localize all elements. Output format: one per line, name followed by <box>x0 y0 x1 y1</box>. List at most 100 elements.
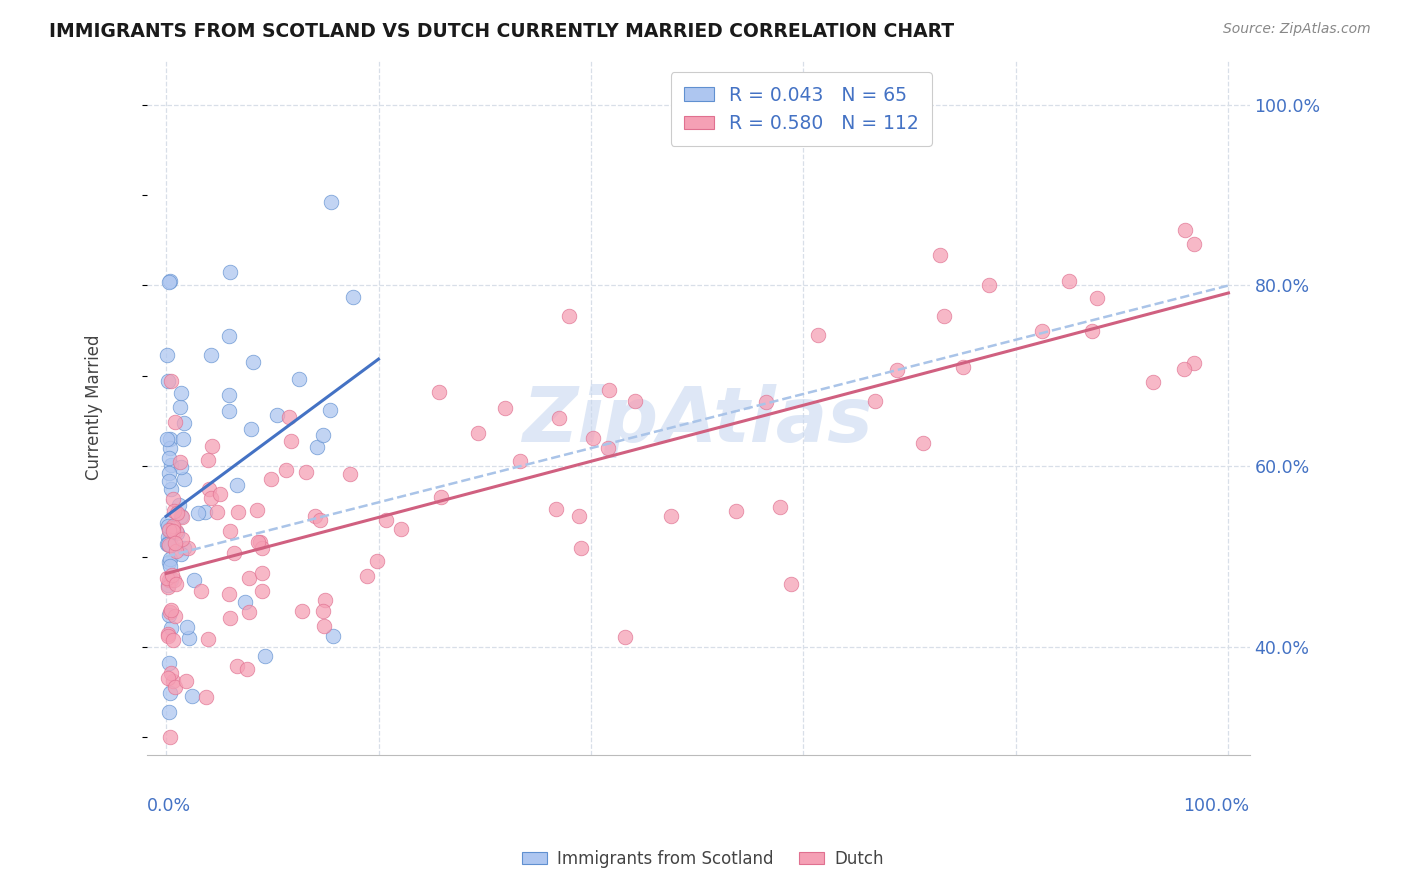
Point <box>755 394 778 409</box>
Point <box>170 508 193 523</box>
Point <box>238 571 260 585</box>
Point <box>156 516 179 531</box>
Point <box>173 417 195 431</box>
Point <box>200 348 222 362</box>
Point <box>157 657 180 671</box>
Text: 100.0%: 100.0% <box>1184 797 1250 815</box>
Point <box>195 690 218 705</box>
Point <box>162 573 184 587</box>
Point <box>430 490 453 504</box>
Point <box>167 498 190 512</box>
Point <box>977 278 1000 293</box>
Text: ZipAtlas: ZipAtlas <box>523 384 873 458</box>
Point <box>176 620 198 634</box>
Point <box>156 629 179 643</box>
Text: Source: ZipAtlas.com: Source: ZipAtlas.com <box>1223 22 1371 37</box>
Point <box>1081 324 1104 338</box>
Point <box>582 431 605 445</box>
Point <box>928 248 950 262</box>
Point <box>339 467 361 482</box>
Point <box>304 508 326 523</box>
Point <box>159 532 181 546</box>
Point <box>209 487 232 501</box>
Point <box>159 441 181 455</box>
Legend: R = 0.043   N = 65, R = 0.580   N = 112: R = 0.043 N = 65, R = 0.580 N = 112 <box>671 72 932 146</box>
Point <box>159 559 181 574</box>
Point <box>170 510 193 524</box>
Point <box>160 538 183 552</box>
Point <box>166 506 188 520</box>
Point <box>228 505 250 519</box>
Point <box>157 451 180 466</box>
Point <box>176 541 198 555</box>
Point <box>163 609 186 624</box>
Point <box>159 538 181 552</box>
Point <box>266 408 288 422</box>
Point <box>233 595 256 609</box>
Point <box>218 265 240 279</box>
Point <box>159 432 181 446</box>
Point <box>190 584 212 599</box>
Point <box>160 567 183 582</box>
Point <box>180 689 202 703</box>
Point <box>280 434 302 448</box>
Point <box>246 534 269 549</box>
Point <box>162 633 184 648</box>
Point <box>249 535 271 549</box>
Point <box>780 577 803 591</box>
Point <box>159 731 181 745</box>
Point <box>240 422 263 436</box>
Point <box>160 666 183 681</box>
Point <box>197 632 219 646</box>
Point <box>172 532 194 546</box>
Point <box>235 662 257 676</box>
Point <box>1184 237 1206 252</box>
Point <box>218 328 240 343</box>
Point <box>160 621 183 635</box>
Point <box>1085 292 1108 306</box>
Point <box>157 536 180 550</box>
Point <box>157 671 180 685</box>
Point <box>194 505 217 519</box>
Point <box>205 506 228 520</box>
Point <box>1173 223 1195 237</box>
Point <box>201 439 224 453</box>
Point <box>952 359 974 374</box>
Point <box>1142 375 1164 389</box>
Point <box>157 580 180 594</box>
Point <box>160 603 183 617</box>
Point <box>162 491 184 506</box>
Point <box>886 363 908 377</box>
Point <box>1057 274 1080 288</box>
Point <box>159 274 181 288</box>
Point <box>274 463 297 477</box>
Point <box>160 374 183 388</box>
Point <box>218 388 240 402</box>
Point <box>156 433 179 447</box>
Point <box>157 555 180 569</box>
Point <box>218 404 240 418</box>
Point <box>225 478 247 492</box>
Point <box>624 393 647 408</box>
Point <box>342 290 364 304</box>
Point <box>467 425 489 440</box>
Point <box>319 403 342 417</box>
Point <box>159 605 181 619</box>
Point <box>163 680 186 694</box>
Point <box>166 525 188 540</box>
Point <box>569 541 592 555</box>
Point <box>160 458 183 472</box>
Point <box>598 441 620 455</box>
Point <box>305 440 328 454</box>
Point <box>197 453 219 467</box>
Point <box>252 541 274 556</box>
Point <box>157 705 180 719</box>
Point <box>198 482 221 496</box>
Point <box>427 384 450 399</box>
Point <box>177 631 200 645</box>
Point <box>250 566 273 580</box>
Point <box>162 520 184 534</box>
Point <box>225 659 247 673</box>
Point <box>170 385 193 400</box>
Point <box>250 583 273 598</box>
